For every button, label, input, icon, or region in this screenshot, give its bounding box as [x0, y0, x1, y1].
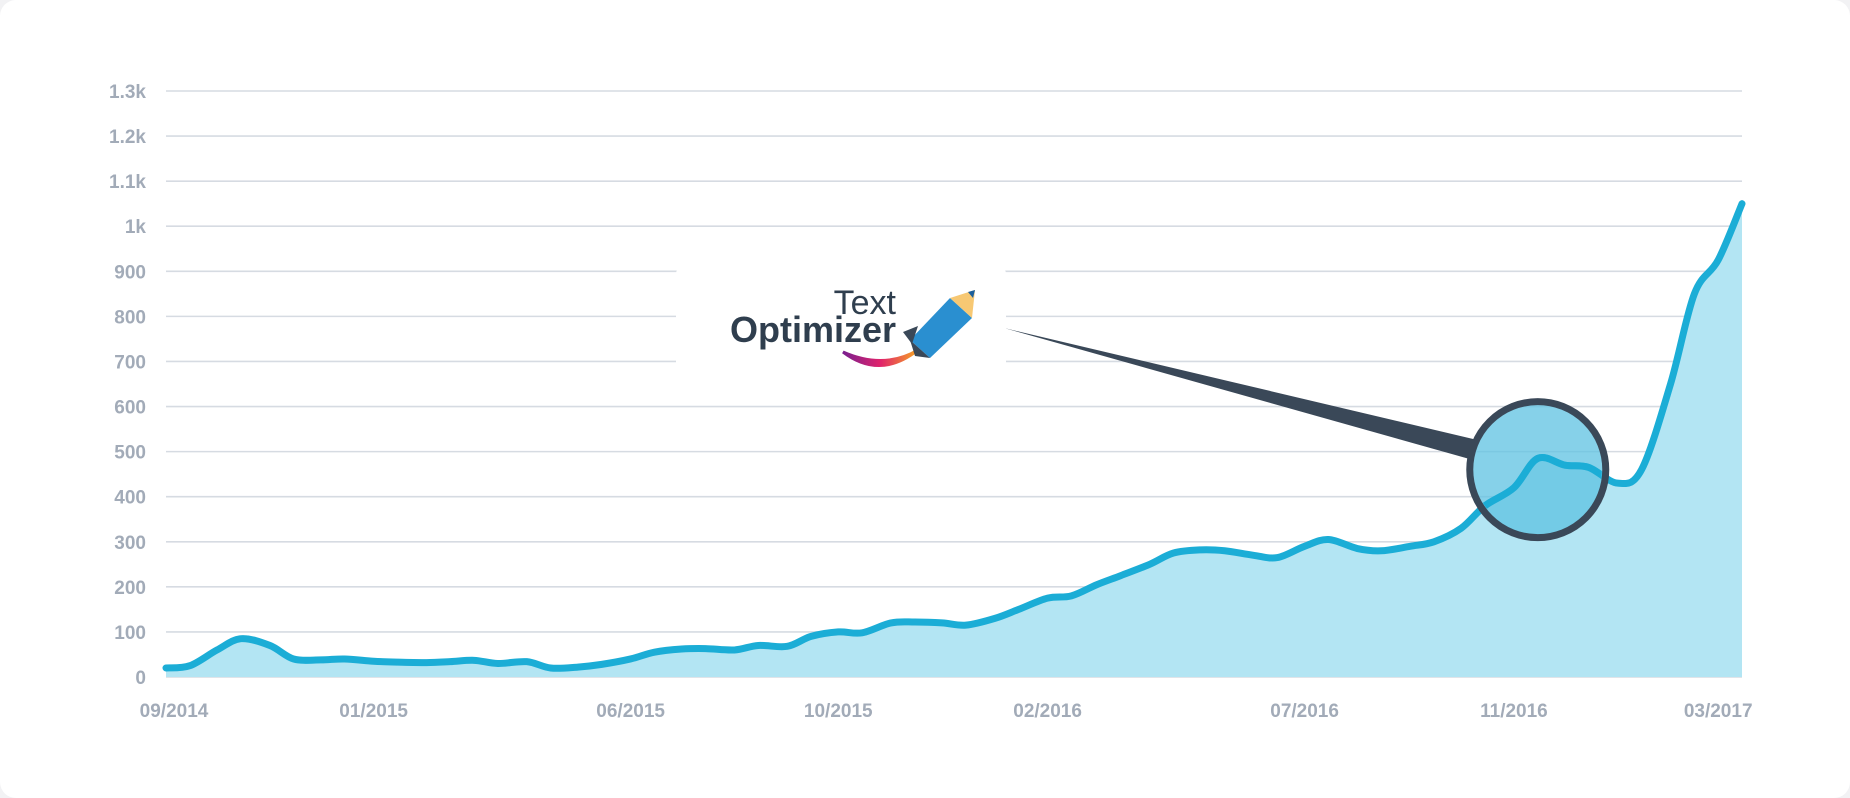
x-tick-label: 01/2015	[339, 701, 408, 722]
magnifier-circle	[1466, 398, 1610, 542]
x-axis-ticks: 09/2014 01/2015 06/2015 10/2015 02/2016 07/20…	[140, 701, 1753, 722]
x-tick-label: 10/2015	[804, 701, 873, 722]
y-tick-label: 100	[114, 623, 146, 644]
y-tick-label: 1.1k	[109, 172, 146, 193]
y-tick-label: 700	[114, 352, 146, 373]
callout-pointer	[1004, 328, 1476, 460]
y-tick-label: 1.3k	[109, 82, 146, 103]
pencil-rocket-icon	[903, 290, 975, 358]
logo-text-line1: Text	[834, 284, 897, 322]
y-tick-label: 600	[114, 398, 146, 419]
y-tick-label: 800	[114, 307, 146, 328]
y-tick-label: 900	[114, 262, 146, 283]
y-tick-label: 1k	[125, 217, 147, 238]
x-tick-label: 02/2016	[1013, 701, 1082, 722]
y-tick-label: 200	[114, 578, 146, 599]
y-axis-ticks: 0 100 200 300 400 500 600 700 800 900 1k 1.1k 1.2k 1.…	[109, 82, 146, 689]
y-tick-label: 1.2k	[109, 127, 146, 148]
x-tick-label: 07/2016	[1270, 701, 1339, 722]
x-tick-label: 09/2014	[140, 701, 209, 722]
y-tick-label: 300	[114, 533, 146, 554]
logo-text-line2: Optimizer	[730, 309, 896, 350]
magnified-line	[1473, 405, 1602, 534]
grid-layer	[166, 90, 1742, 678]
x-tick-label: 06/2015	[596, 701, 665, 722]
x-tick-label: 03/2017	[1684, 701, 1753, 722]
y-tick-label: 500	[114, 443, 146, 464]
x-tick-label: 11/2016	[1480, 701, 1548, 722]
y-tick-label: 0	[135, 668, 146, 689]
y-tick-label: 400	[114, 488, 146, 509]
series-area-fill	[166, 203, 1742, 677]
